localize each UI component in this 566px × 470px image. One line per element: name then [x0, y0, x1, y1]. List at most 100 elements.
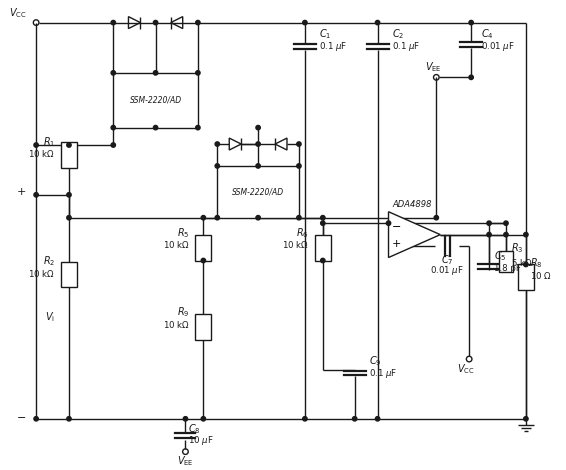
- Bar: [61, 261, 77, 287]
- Bar: [518, 265, 534, 290]
- Circle shape: [504, 233, 508, 237]
- Circle shape: [201, 258, 205, 263]
- Text: 10 k$\Omega$: 10 k$\Omega$: [282, 239, 309, 250]
- Circle shape: [504, 221, 508, 226]
- Text: $C_4$: $C_4$: [481, 28, 494, 41]
- Circle shape: [303, 20, 307, 25]
- Text: $C_8$: $C_8$: [188, 422, 201, 436]
- Bar: [61, 142, 77, 168]
- Circle shape: [153, 20, 158, 25]
- Text: $+$: $+$: [392, 238, 401, 249]
- Circle shape: [297, 142, 301, 146]
- Text: 0.01 $\mu$F: 0.01 $\mu$F: [430, 265, 464, 277]
- Circle shape: [375, 416, 380, 421]
- Circle shape: [434, 216, 439, 220]
- Text: 10 k$\Omega$: 10 k$\Omega$: [28, 268, 55, 279]
- Circle shape: [153, 125, 158, 130]
- Bar: [217, 166, 299, 218]
- Circle shape: [387, 221, 391, 226]
- Text: 0.1 $\mu$F: 0.1 $\mu$F: [319, 40, 347, 53]
- Text: 0.1 $\mu$F: 0.1 $\mu$F: [368, 367, 397, 379]
- Circle shape: [67, 143, 71, 147]
- Circle shape: [256, 164, 260, 168]
- Circle shape: [487, 233, 491, 237]
- Circle shape: [111, 70, 115, 75]
- Text: SSM-2220/AD: SSM-2220/AD: [232, 188, 284, 196]
- Circle shape: [34, 416, 38, 421]
- Text: $R_1$: $R_1$: [42, 135, 55, 149]
- Circle shape: [303, 416, 307, 421]
- Bar: [195, 235, 211, 260]
- Text: $V_{\rm CC}$: $V_{\rm CC}$: [457, 362, 475, 376]
- Circle shape: [487, 221, 491, 226]
- Circle shape: [353, 416, 357, 421]
- Circle shape: [320, 221, 325, 226]
- Text: $V_{\rm i}$: $V_{\rm i}$: [45, 310, 55, 324]
- Circle shape: [67, 216, 71, 220]
- Circle shape: [524, 233, 528, 237]
- Text: $C_9$: $C_9$: [368, 354, 381, 368]
- Circle shape: [256, 216, 260, 220]
- Text: $R_3$: $R_3$: [511, 242, 524, 256]
- Circle shape: [196, 70, 200, 75]
- Text: $-$: $-$: [16, 411, 26, 421]
- Circle shape: [297, 164, 301, 168]
- Text: $R_2$: $R_2$: [42, 255, 55, 268]
- Circle shape: [297, 216, 301, 220]
- Text: $-$: $-$: [392, 220, 401, 230]
- Circle shape: [375, 20, 380, 25]
- Text: 0.1 $\mu$F: 0.1 $\mu$F: [392, 40, 420, 53]
- Circle shape: [215, 164, 220, 168]
- Circle shape: [67, 416, 71, 421]
- Text: $R_9$: $R_9$: [177, 306, 190, 319]
- Text: 1.8 pF: 1.8 pF: [494, 264, 521, 273]
- Text: $C_1$: $C_1$: [319, 28, 331, 41]
- Bar: [195, 314, 211, 340]
- Circle shape: [215, 216, 220, 220]
- Text: $V_{\rm CC}$: $V_{\rm CC}$: [9, 6, 27, 20]
- Text: 10 k$\Omega$: 10 k$\Omega$: [162, 319, 190, 330]
- Text: 5 k$\Omega$: 5 k$\Omega$: [511, 257, 533, 268]
- Text: $R_8$: $R_8$: [530, 257, 543, 270]
- Circle shape: [201, 216, 205, 220]
- Circle shape: [183, 416, 188, 421]
- Circle shape: [215, 142, 220, 146]
- Text: $C_2$: $C_2$: [392, 28, 404, 41]
- Bar: [499, 251, 513, 273]
- Bar: [315, 235, 331, 260]
- Text: 10 $\mu$F: 10 $\mu$F: [188, 434, 214, 447]
- Text: $V_{\rm EE}$: $V_{\rm EE}$: [425, 61, 441, 74]
- Circle shape: [320, 258, 325, 263]
- Text: SSM-2220/AD: SSM-2220/AD: [130, 96, 182, 105]
- Circle shape: [320, 216, 325, 220]
- Text: 10 $\Omega$: 10 $\Omega$: [530, 270, 552, 281]
- Text: $R_5$: $R_5$: [177, 226, 190, 240]
- Circle shape: [153, 70, 158, 75]
- Text: $R_6$: $R_6$: [296, 226, 309, 240]
- Circle shape: [524, 262, 528, 266]
- Circle shape: [256, 142, 260, 146]
- Text: $V_{\rm EE}$: $V_{\rm EE}$: [177, 454, 194, 468]
- Text: $C_5$: $C_5$: [494, 250, 507, 263]
- Circle shape: [111, 143, 115, 147]
- Circle shape: [111, 125, 115, 130]
- Text: 0.01 $\mu$F: 0.01 $\mu$F: [481, 40, 515, 53]
- Circle shape: [201, 416, 205, 421]
- Circle shape: [469, 20, 473, 25]
- Circle shape: [34, 193, 38, 197]
- Bar: [113, 73, 198, 128]
- Circle shape: [111, 20, 115, 25]
- Text: $C_7$: $C_7$: [441, 253, 453, 267]
- Circle shape: [256, 125, 260, 130]
- Circle shape: [469, 75, 473, 79]
- Circle shape: [196, 125, 200, 130]
- Text: 10 k$\Omega$: 10 k$\Omega$: [28, 149, 55, 159]
- Circle shape: [196, 20, 200, 25]
- Circle shape: [67, 193, 71, 197]
- Text: ADA4898: ADA4898: [393, 200, 432, 209]
- Text: $+$: $+$: [16, 186, 26, 197]
- Circle shape: [524, 416, 528, 421]
- Circle shape: [34, 143, 38, 147]
- Polygon shape: [388, 212, 440, 258]
- Text: 10 k$\Omega$: 10 k$\Omega$: [162, 239, 190, 250]
